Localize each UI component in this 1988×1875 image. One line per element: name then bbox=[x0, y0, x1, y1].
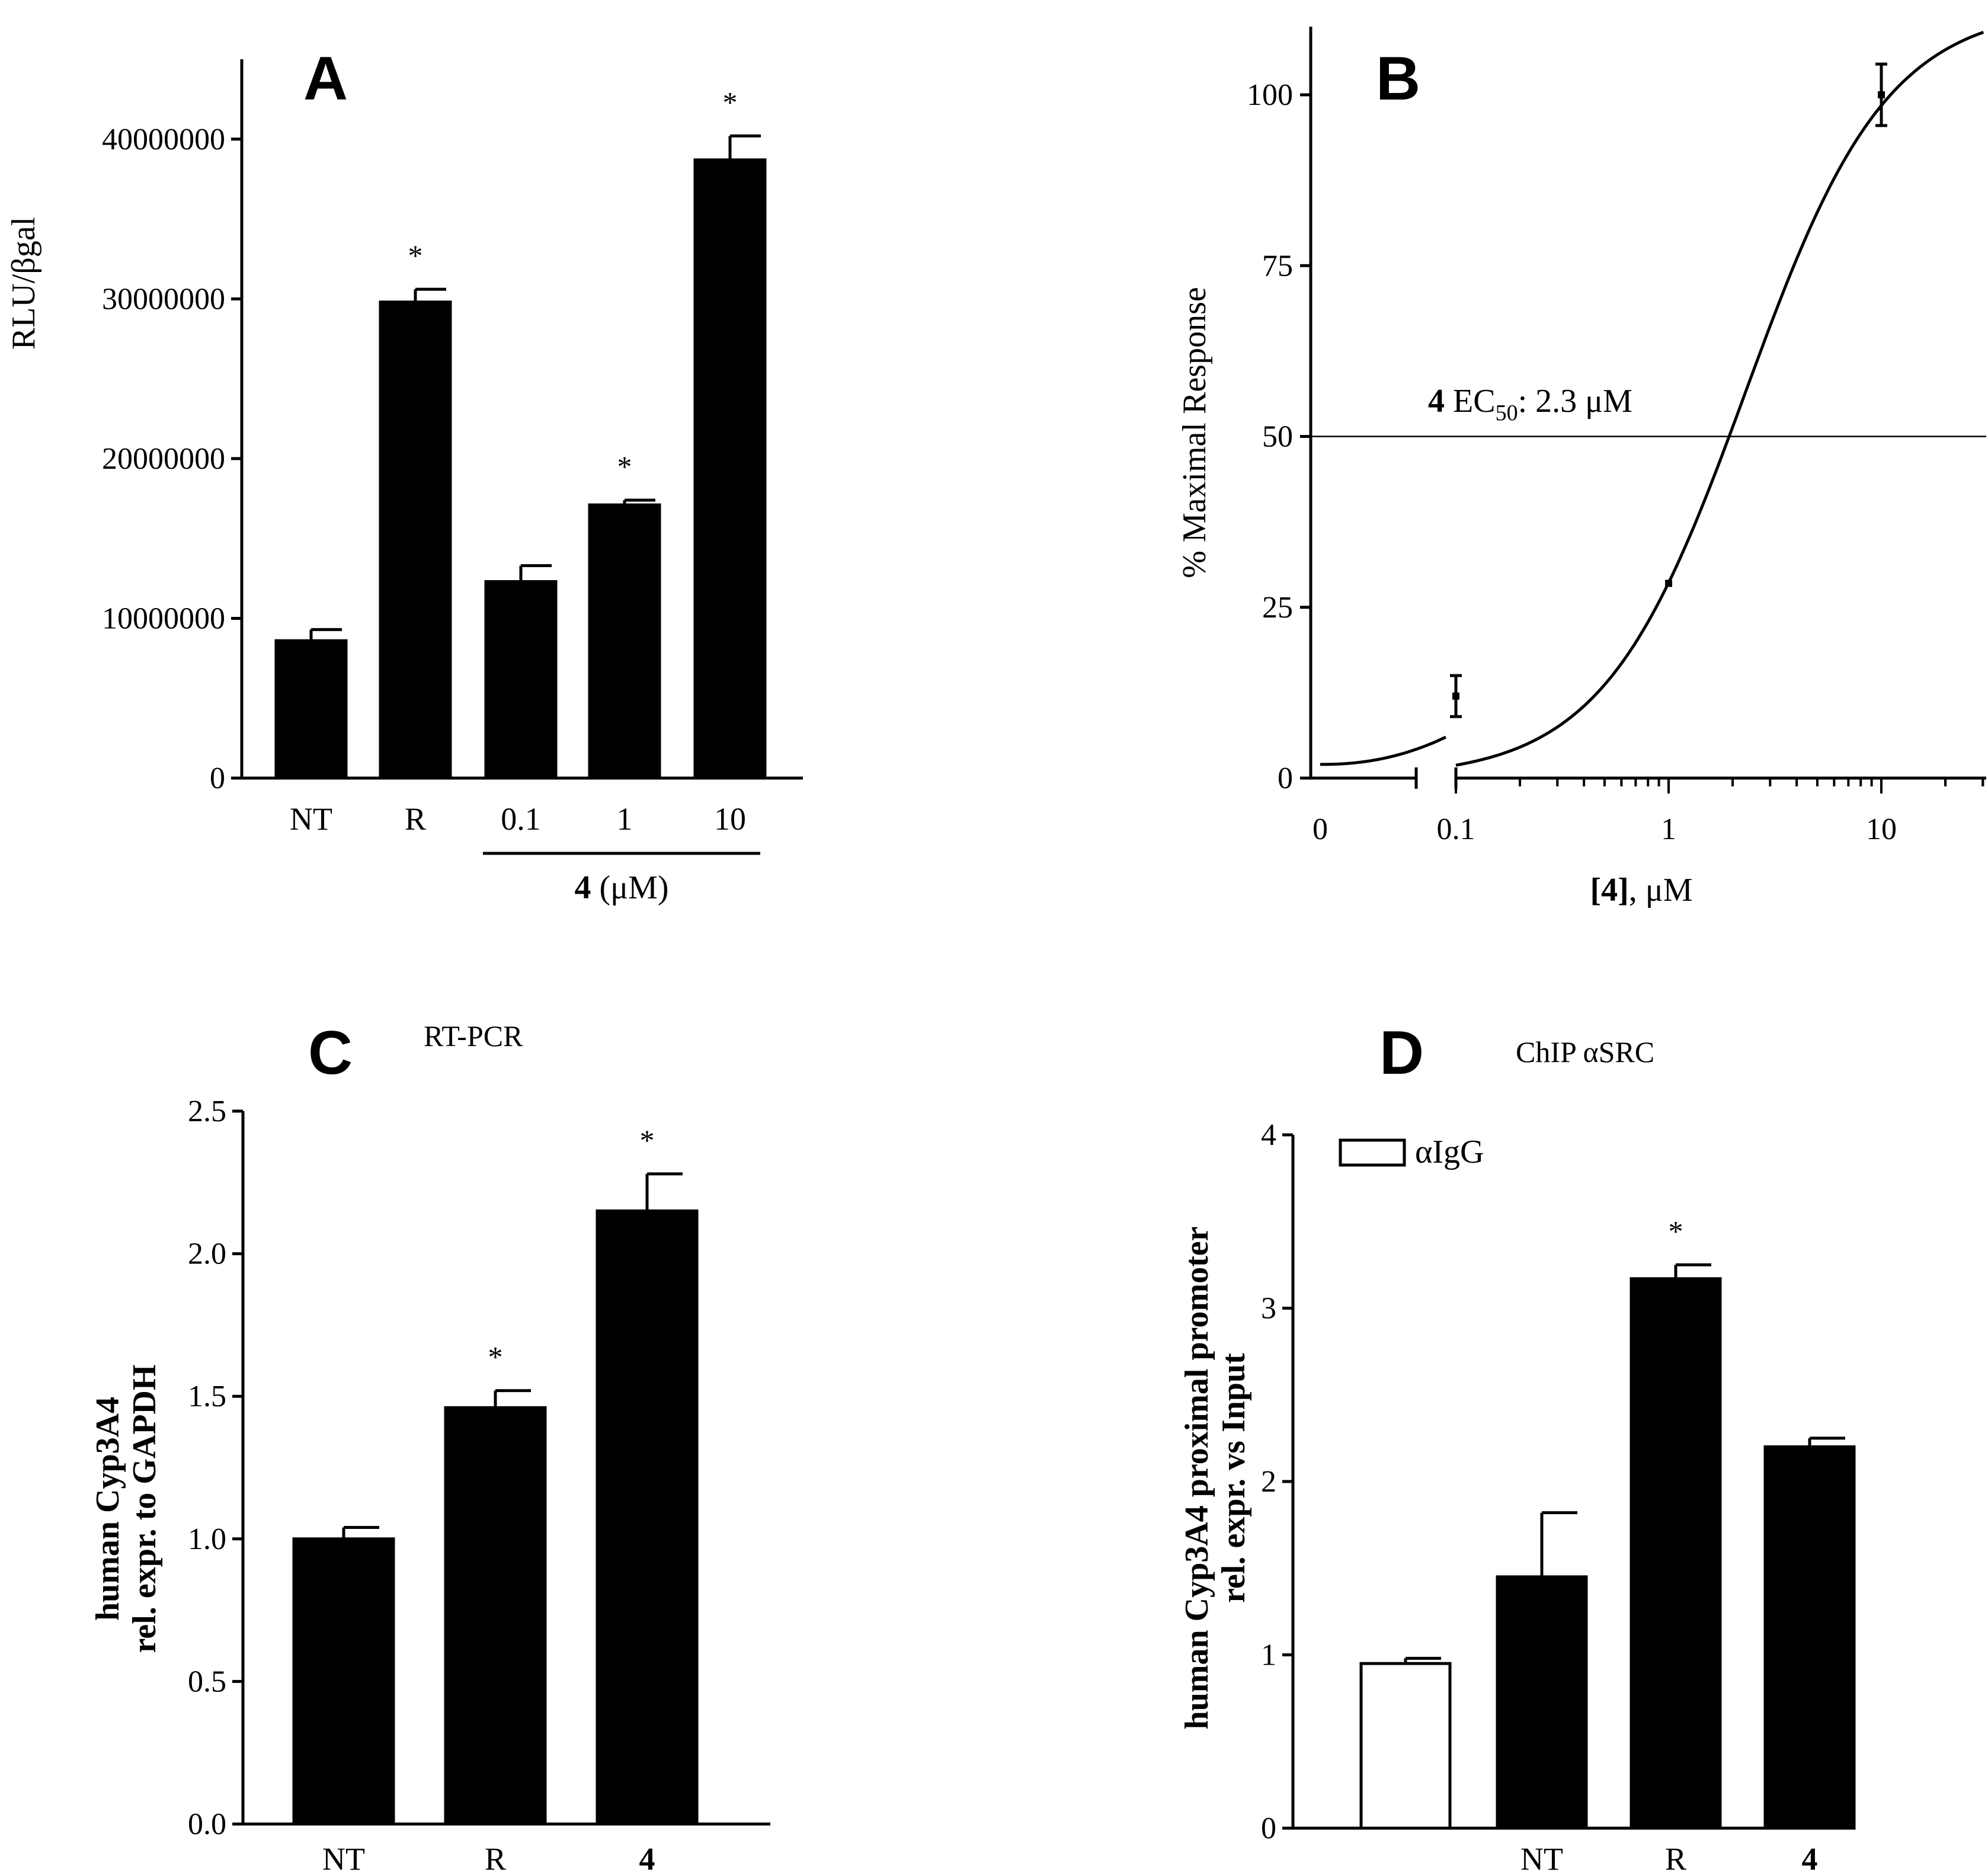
c-category-label: 4 bbox=[639, 1841, 655, 1875]
panel-b-x-axis-title: [4], μM bbox=[1590, 872, 1692, 908]
panel-b-x-tick-label: 10 bbox=[1866, 812, 1897, 846]
d-bar bbox=[1496, 1575, 1588, 1830]
a-y-tick-label: 10000000 bbox=[102, 601, 225, 635]
panel-b-x-tick-label: 1 bbox=[1661, 812, 1676, 846]
panel-c-y-axis-title-line1: human Cyp3A4 bbox=[89, 1397, 126, 1621]
panel-d-subtitle: ChIP αSRC bbox=[1516, 1035, 1654, 1068]
d-category-label: R bbox=[1665, 1841, 1686, 1875]
panel-b-data-points bbox=[1450, 62, 1887, 718]
c-y-tick-label: 2.0 bbox=[188, 1237, 226, 1271]
c-y-tick-label: 1.5 bbox=[188, 1380, 226, 1413]
a-significance-marker: * bbox=[723, 85, 738, 119]
panel-a-bars: * * * bbox=[274, 85, 767, 780]
panel-c-y-ticks: 0.0 0.5 1.0 1.5 2.0 2.5 bbox=[188, 1095, 243, 1841]
panel-b-y-axis-title: % Maximal Response bbox=[1176, 287, 1213, 578]
panel-a-category-labels: NT R 0.1 1 10 bbox=[290, 801, 746, 837]
d-category-label: 4 bbox=[1802, 1841, 1818, 1875]
panel-d-legend-swatch bbox=[1339, 1138, 1406, 1167]
panel-c-category-labels: NT R 4 bbox=[322, 1841, 655, 1875]
panel-b-y-tick-label: 25 bbox=[1262, 591, 1293, 625]
panel-a-letter: A bbox=[303, 44, 348, 113]
panel-d-y-axis-title-line2: rel. expr. vs Input bbox=[1215, 1353, 1252, 1603]
a-category-label: 10 bbox=[714, 801, 746, 837]
a-bar bbox=[588, 503, 661, 780]
a-bar bbox=[484, 580, 558, 780]
c-bar bbox=[292, 1537, 395, 1826]
panel-b-y-tick-label: 50 bbox=[1262, 420, 1293, 454]
a-bar bbox=[274, 639, 348, 780]
panel-b-fit-curve bbox=[1320, 31, 1984, 767]
panel-b-x-tick-label: 0 bbox=[1312, 812, 1328, 846]
panel-a-y-axis-title: RLU/βgal bbox=[5, 217, 42, 350]
d-bar bbox=[1630, 1277, 1722, 1830]
panel-a: A RLU/βgal 0 10000000 20000000 30000000 4000… bbox=[5, 44, 803, 906]
panel-b-y-ticks: 0 25 50 75 100 bbox=[1247, 78, 1311, 795]
panel-a-group-label: 4 (μM) bbox=[574, 869, 668, 906]
d-y-tick-label: 0 bbox=[1261, 1812, 1276, 1845]
c-category-label: NT bbox=[322, 1841, 365, 1875]
c-significance-marker: * bbox=[640, 1124, 655, 1157]
panel-d-letter: D bbox=[1379, 1019, 1424, 1087]
panel-a-y-ticks: 0 10000000 20000000 30000000 40000000 bbox=[102, 123, 242, 795]
panel-d-y-axis-title-line1: human Cyp3A4 proximal promoter bbox=[1179, 1227, 1215, 1730]
panel-b-ec50-annotation: 4 EC50: 2.3 μM bbox=[1428, 383, 1632, 425]
c-y-tick-label: 2.5 bbox=[188, 1095, 226, 1128]
panel-d-legend: αIgG bbox=[1339, 1134, 1484, 1170]
panel-c-y-axis-title-line2: rel. expr. to GAPDH bbox=[126, 1365, 163, 1653]
c-y-tick-label: 1.0 bbox=[188, 1522, 226, 1556]
d-significance-marker: * bbox=[1669, 1214, 1683, 1247]
panel-c-subtitle: RT-PCR bbox=[424, 1019, 523, 1052]
a-category-label: R bbox=[405, 801, 426, 837]
a-significance-marker: * bbox=[617, 450, 632, 483]
a-bar bbox=[693, 158, 767, 780]
panel-d-bars: * bbox=[1359, 1214, 1856, 1830]
c-y-tick-label: 0.5 bbox=[188, 1665, 226, 1698]
panel-d-legend-label: αIgG bbox=[1415, 1134, 1484, 1170]
panel-d: D ChIP αSRC human Cyp3A4 proximal promot… bbox=[1179, 1019, 1856, 1875]
a-y-tick-label: 40000000 bbox=[102, 123, 225, 156]
d-category-label: NT bbox=[1520, 1841, 1563, 1875]
panel-b-y-tick-label: 100 bbox=[1247, 78, 1293, 112]
panel-b-y-tick-label: 0 bbox=[1278, 761, 1293, 795]
c-category-label: R bbox=[485, 1841, 506, 1875]
d-y-tick-label: 4 bbox=[1261, 1118, 1276, 1152]
d-bar bbox=[1763, 1445, 1856, 1830]
a-category-label: NT bbox=[290, 801, 332, 837]
a-y-tick-label: 20000000 bbox=[102, 442, 225, 476]
d-y-tick-label: 1 bbox=[1261, 1639, 1276, 1672]
d-y-tick-label: 2 bbox=[1261, 1465, 1276, 1499]
panel-b-x-tick-label: 0.1 bbox=[1437, 812, 1475, 846]
panel-c-letter: C bbox=[308, 1019, 353, 1087]
panel-b-axes bbox=[1309, 27, 1986, 789]
panel-b-letter: B bbox=[1376, 44, 1420, 113]
c-significance-marker: * bbox=[488, 1340, 503, 1374]
panel-b-x-ticks: 0 0.1 1 10 bbox=[1312, 778, 1984, 846]
a-significance-marker: * bbox=[408, 239, 423, 272]
a-category-label: 0.1 bbox=[501, 801, 541, 837]
panel-d-y-ticks: 0 1 2 3 4 bbox=[1261, 1118, 1293, 1845]
d-bar bbox=[1359, 1662, 1452, 1830]
panel-c: C RT-PCR human Cyp3A4 rel. expr. to GAPD… bbox=[89, 1019, 770, 1875]
c-bar bbox=[444, 1406, 547, 1826]
panel-b-y-tick-label: 75 bbox=[1262, 249, 1293, 283]
panel-d-category-labels: NT R 4 bbox=[1520, 1841, 1817, 1875]
d-y-tick-label: 3 bbox=[1261, 1292, 1276, 1326]
a-y-tick-label: 0 bbox=[210, 761, 225, 795]
panel-b-data-point bbox=[1665, 580, 1672, 587]
a-bar bbox=[379, 300, 452, 780]
panel-c-bars: ** bbox=[292, 1124, 699, 1826]
a-category-label: 1 bbox=[617, 801, 633, 837]
a-y-tick-label: 30000000 bbox=[102, 282, 225, 316]
c-y-tick-label: 0.0 bbox=[188, 1807, 226, 1841]
c-bar bbox=[596, 1209, 699, 1826]
